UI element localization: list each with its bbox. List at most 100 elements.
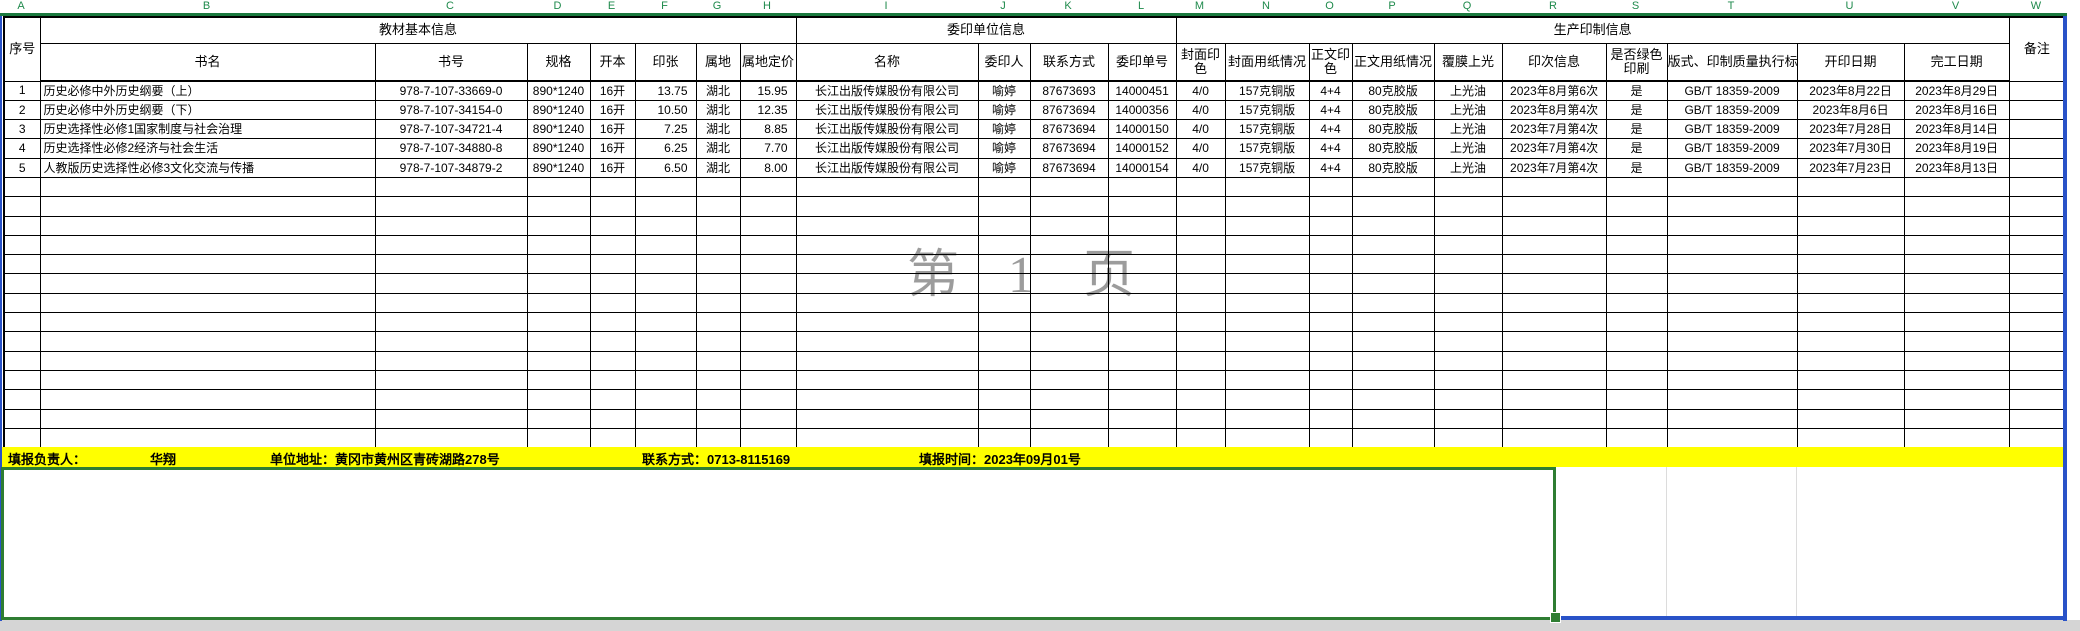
cell[interactable] — [1605, 215, 1668, 236]
column-header[interactable]: 印张 — [634, 42, 697, 82]
cell[interactable] — [2008, 292, 2066, 314]
cell[interactable] — [1605, 389, 1668, 410]
cell[interactable] — [1666, 312, 1798, 333]
cell[interactable] — [1605, 254, 1668, 275]
cell[interactable]: 87673694 — [1029, 99, 1109, 121]
cell[interactable] — [589, 176, 636, 198]
cell[interactable]: 890*1240 — [526, 119, 591, 140]
cell[interactable]: 2023年8月16日 — [1903, 99, 2010, 121]
cell[interactable] — [1433, 389, 1503, 410]
cell[interactable] — [1107, 369, 1177, 391]
cell[interactable]: 157克铜版 — [1224, 80, 1310, 101]
cell[interactable] — [1351, 254, 1435, 275]
column-letter[interactable]: D — [553, 0, 562, 12]
cell[interactable]: 上光油 — [1433, 119, 1503, 140]
cell[interactable]: 14000152 — [1107, 138, 1177, 159]
column-letter[interactable]: K — [1064, 0, 1072, 12]
cell[interactable] — [2008, 196, 2066, 217]
cell[interactable] — [1351, 389, 1435, 410]
cell[interactable] — [977, 176, 1031, 198]
cell[interactable] — [977, 331, 1031, 352]
column-header[interactable]: 委印单号 — [1107, 42, 1177, 82]
cell[interactable] — [374, 350, 528, 371]
cell[interactable] — [695, 312, 741, 333]
cell[interactable] — [739, 427, 797, 449]
cell[interactable]: 喻婷 — [977, 138, 1031, 159]
cell[interactable] — [589, 292, 636, 314]
cell[interactable] — [1308, 350, 1353, 371]
cell[interactable] — [1107, 292, 1177, 314]
cell[interactable] — [795, 254, 979, 275]
cell[interactable] — [39, 273, 376, 294]
cell[interactable] — [1666, 215, 1798, 236]
cell[interactable]: 2023年8月14日 — [1903, 119, 2010, 140]
cell[interactable] — [1501, 292, 1607, 314]
cell[interactable] — [2008, 389, 2066, 410]
cell[interactable] — [739, 254, 797, 275]
cell[interactable]: 4+4 — [1308, 157, 1353, 178]
column-header[interactable]: 正文用纸情况 — [1351, 42, 1435, 82]
cell[interactable] — [1308, 273, 1353, 294]
cell[interactable] — [1029, 369, 1109, 391]
column-header[interactable]: 印次信息 — [1501, 42, 1607, 82]
cell[interactable] — [374, 312, 528, 333]
cell[interactable] — [634, 234, 697, 256]
cell[interactable] — [739, 389, 797, 410]
cell[interactable] — [977, 350, 1031, 371]
cell[interactable] — [1224, 196, 1310, 217]
cell[interactable] — [795, 273, 979, 294]
cell[interactable]: 长江出版传媒股份有限公司 — [795, 157, 979, 178]
cell[interactable]: 2023年8月22日 — [1796, 80, 1905, 101]
cell[interactable] — [739, 196, 797, 217]
cell[interactable] — [1903, 254, 2010, 275]
cell[interactable] — [1107, 273, 1177, 294]
cell[interactable]: 长江出版传媒股份有限公司 — [795, 99, 979, 121]
cell[interactable] — [795, 234, 979, 256]
cell[interactable] — [589, 389, 636, 410]
cell[interactable] — [1029, 408, 1109, 429]
cell[interactable] — [1224, 350, 1310, 371]
cell[interactable] — [1175, 273, 1226, 294]
cell[interactable]: 7.25 — [634, 119, 697, 140]
cell[interactable] — [1666, 331, 1798, 352]
cell[interactable]: 157克铜版 — [1224, 157, 1310, 178]
cell[interactable] — [695, 427, 741, 449]
cell[interactable] — [1308, 234, 1353, 256]
cell[interactable] — [695, 234, 741, 256]
cell[interactable] — [1903, 312, 2010, 333]
cell[interactable] — [1433, 254, 1503, 275]
cell[interactable] — [1308, 427, 1353, 449]
column-header[interactable]: 书名 — [39, 42, 376, 82]
cell[interactable]: 6.25 — [634, 138, 697, 159]
cell[interactable] — [1224, 234, 1310, 256]
cell[interactable]: 4+4 — [1308, 99, 1353, 121]
cell[interactable] — [3, 350, 41, 371]
page-break-line-right[interactable] — [2063, 16, 2067, 621]
cell[interactable]: 80克胶版 — [1351, 119, 1435, 140]
cell[interactable] — [589, 215, 636, 236]
cell[interactable] — [1796, 312, 1905, 333]
cell[interactable] — [3, 331, 41, 352]
cell[interactable] — [739, 312, 797, 333]
cell[interactable] — [3, 215, 41, 236]
cell[interactable] — [1903, 176, 2010, 198]
cell[interactable] — [374, 292, 528, 314]
cell[interactable]: 4/0 — [1175, 157, 1226, 178]
cell[interactable] — [1501, 369, 1607, 391]
cell[interactable] — [1351, 331, 1435, 352]
cell[interactable] — [1666, 176, 1798, 198]
cell[interactable] — [2008, 350, 2066, 371]
cell[interactable]: 2023年8月29日 — [1903, 80, 2010, 101]
cell[interactable] — [695, 196, 741, 217]
cell[interactable]: 80克胶版 — [1351, 99, 1435, 121]
cell[interactable] — [977, 389, 1031, 410]
cell[interactable] — [1796, 408, 1905, 429]
cell[interactable] — [1666, 234, 1798, 256]
cell[interactable] — [1903, 408, 2010, 429]
cell[interactable] — [795, 389, 979, 410]
cell[interactable] — [1605, 312, 1668, 333]
cell[interactable] — [1224, 427, 1310, 449]
cell[interactable] — [1308, 312, 1353, 333]
cell[interactable] — [374, 389, 528, 410]
column-header[interactable]: 完工日期 — [1903, 42, 2010, 82]
